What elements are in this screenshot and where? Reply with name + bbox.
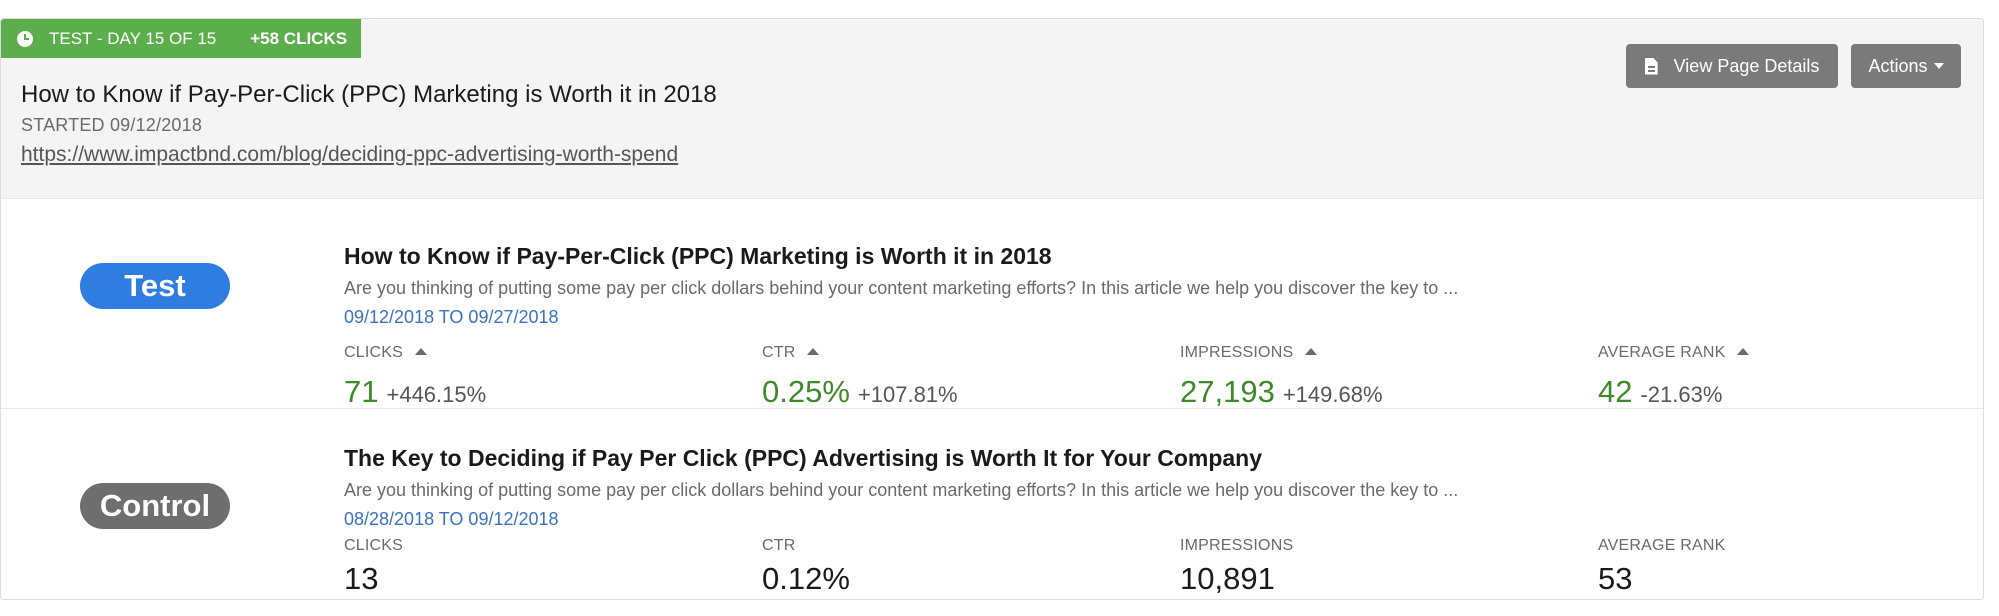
metric-label: IMPRESSIONS — [1180, 344, 1560, 362]
metric-value: 0.25% — [762, 374, 850, 409]
test-variant-row: Test How to Know if Pay-Per-Click (PPC) … — [1, 199, 1983, 409]
metric-label: CLICKS — [344, 344, 724, 362]
metric-value: 10,891 — [1180, 561, 1275, 596]
control-variant-date-range: 08/28/2018 TO 09/12/2018 — [344, 509, 559, 529]
test-variant-title: How to Know if Pay-Per-Click (PPC) Marke… — [344, 243, 1052, 269]
started-date: STARTED 09/12/2018 — [21, 115, 203, 135]
metric-value: 27,193 — [1180, 374, 1275, 409]
clock-icon — [17, 30, 33, 47]
card-header: TEST - DAY 15 OF 15 +58 CLICKS How to Kn… — [1, 19, 1983, 199]
view-page-details-label: View Page Details — [1673, 55, 1820, 76]
actions-label: Actions — [1868, 55, 1928, 76]
metric-label-text: CLICKS — [344, 344, 403, 361]
caret-up-icon — [415, 347, 427, 355]
actions-dropdown-button[interactable]: Actions — [1851, 44, 1961, 88]
test-metric-average-rank: AVERAGE RANK 42 -21.63% — [1598, 344, 1978, 410]
page-test-card: TEST - DAY 15 OF 15 +58 CLICKS How to Kn… — [0, 18, 1984, 600]
test-metric-ctr: CTR 0.25% +107.81% — [762, 344, 1142, 410]
metric-label: IMPRESSIONS — [1180, 537, 1294, 554]
control-variant-row: Control The Key to Deciding if Pay Per C… — [1, 409, 1983, 599]
caret-up-icon — [1305, 347, 1318, 355]
page-title: How to Know if Pay-Per-Click (PPC) Marke… — [21, 81, 717, 108]
control-metric-ctr: CTR 0.12% — [762, 537, 1142, 597]
caret-down-icon — [1933, 63, 1944, 69]
metric-value: 13 — [344, 561, 379, 596]
control-variant-description: Are you thinking of putting some pay per… — [344, 480, 1459, 500]
metric-change: +107.81% — [857, 382, 958, 407]
metric-label: CLICKS — [344, 537, 403, 554]
control-metric-impressions: IMPRESSIONS 10,891 — [1180, 537, 1560, 597]
metric-change: -21.63% — [1640, 382, 1723, 407]
metric-label: AVERAGE RANK — [1598, 537, 1726, 554]
page-url-link[interactable]: https://www.impactbnd.com/blog/deciding-… — [21, 143, 679, 166]
metric-label: AVERAGE RANK — [1598, 344, 1978, 362]
control-variant-title: The Key to Deciding if Pay Per Click (PP… — [344, 445, 1263, 471]
test-badge: Test — [80, 263, 230, 309]
control-badge: Control — [80, 483, 230, 529]
caret-up-icon — [1737, 347, 1750, 355]
metric-change: +446.15% — [386, 382, 487, 407]
metric-value: 71 — [344, 374, 379, 409]
view-page-details-button[interactable]: View Page Details — [1626, 44, 1838, 88]
test-variant-date-range: 09/12/2018 TO 09/27/2018 — [344, 307, 559, 327]
metric-label-text: AVERAGE RANK — [1598, 344, 1726, 361]
control-metric-clicks: CLICKS 13 — [344, 537, 724, 597]
metric-label-text: CTR — [762, 344, 796, 361]
metric-change: +149.68% — [1282, 382, 1383, 407]
metric-label-text: IMPRESSIONS — [1180, 344, 1294, 361]
test-status-badge: TEST - DAY 15 OF 15 +58 CLICKS — [1, 19, 362, 58]
document-icon — [1644, 57, 1658, 75]
control-metric-average-rank: AVERAGE RANK 53 — [1598, 537, 1978, 597]
caret-up-icon — [807, 347, 820, 355]
metric-value: 42 — [1598, 374, 1633, 409]
metric-value: 53 — [1598, 561, 1633, 596]
metric-label: CTR — [762, 537, 796, 554]
clicks-delta-label: +58 CLICKS — [250, 28, 348, 48]
test-metric-clicks: CLICKS 71 +446.15% — [344, 344, 724, 410]
metric-label: CTR — [762, 344, 1142, 362]
test-status-label: TEST - DAY 15 OF 15 — [49, 28, 217, 48]
test-metric-impressions: IMPRESSIONS 27,193 +149.68% — [1180, 344, 1560, 410]
test-variant-description: Are you thinking of putting some pay per… — [344, 278, 1459, 298]
metric-value: 0.12% — [762, 561, 850, 596]
